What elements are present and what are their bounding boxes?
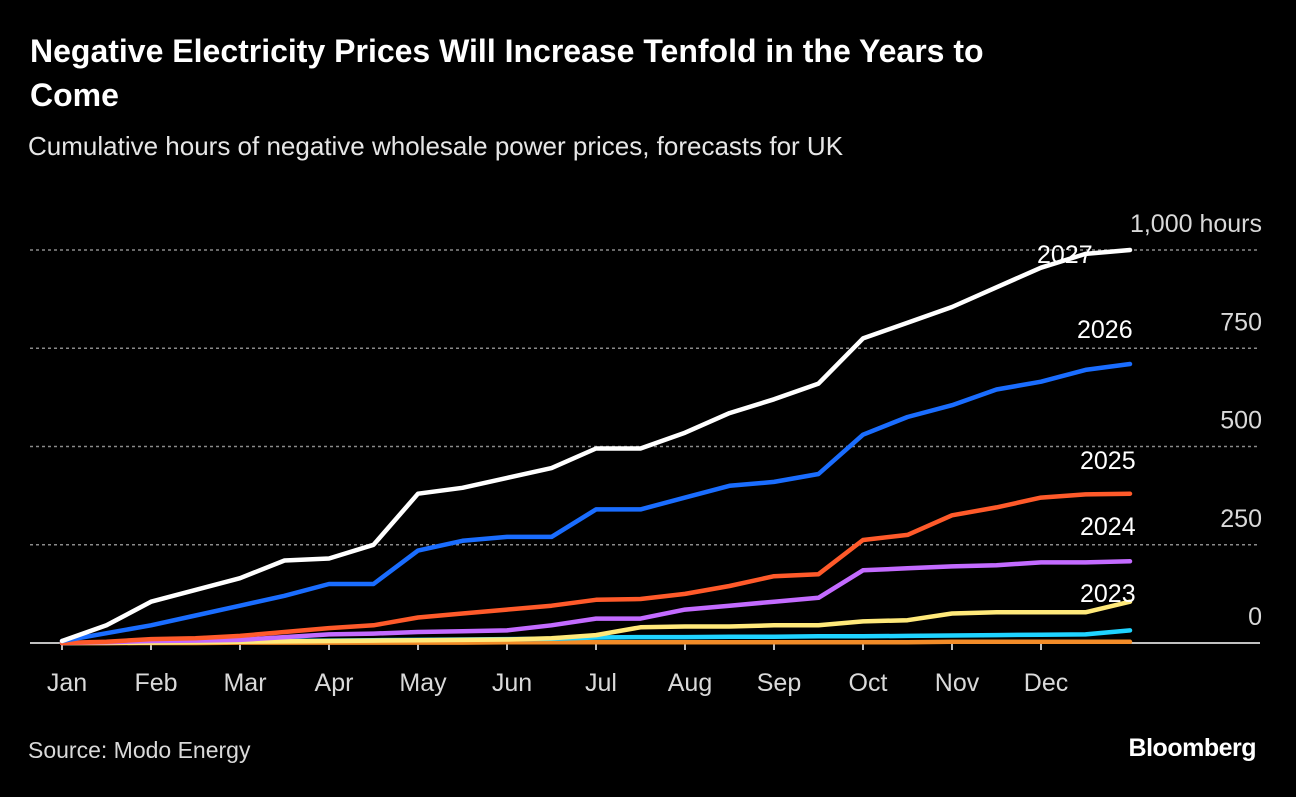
x-tick-label: Jun bbox=[492, 669, 532, 697]
series-label: 2026 bbox=[1077, 316, 1133, 344]
series-label: 2023 bbox=[1080, 580, 1136, 608]
series-line bbox=[59, 559, 1133, 646]
title-line: Negative Electricity Prices Will Increas… bbox=[30, 33, 984, 69]
x-tick-label: Nov bbox=[935, 669, 980, 697]
brand: Bloomberg bbox=[1129, 734, 1256, 762]
chart-title: Negative Electricity Prices Will Increas… bbox=[30, 33, 984, 113]
x-tick-label: May bbox=[399, 669, 447, 697]
series-line bbox=[59, 361, 1133, 644]
chart-subtitle: Cumulative hours of negative wholesale p… bbox=[28, 131, 844, 161]
x-tick-label: Sep bbox=[757, 669, 801, 697]
y-tick-label: 0 bbox=[1248, 603, 1262, 631]
series-label: 2025 bbox=[1080, 447, 1136, 475]
x-tick-label: Jul bbox=[585, 669, 617, 697]
series-label: 2024 bbox=[1080, 513, 1136, 541]
x-tick-label: Jan bbox=[47, 669, 87, 697]
title-line: Come bbox=[30, 77, 119, 113]
series-label: 2027 bbox=[1037, 241, 1093, 269]
x-tick-label: Dec bbox=[1024, 669, 1068, 697]
x-tick-label: Aug bbox=[668, 669, 712, 697]
series-line bbox=[59, 247, 1133, 644]
y-tick-label: 500 bbox=[1220, 407, 1262, 435]
x-tick-label: Oct bbox=[849, 669, 888, 697]
source: Source: Modo Energy bbox=[28, 737, 251, 763]
y-tick-label: 1,000 hours bbox=[1130, 210, 1262, 238]
x-tick-label: Mar bbox=[223, 669, 266, 697]
y-tick-label: 750 bbox=[1220, 308, 1262, 336]
series-line bbox=[59, 491, 1133, 646]
y-tick-label: 250 bbox=[1220, 505, 1262, 533]
x-tick-label: Apr bbox=[315, 669, 354, 697]
x-tick-label: Feb bbox=[134, 669, 177, 697]
